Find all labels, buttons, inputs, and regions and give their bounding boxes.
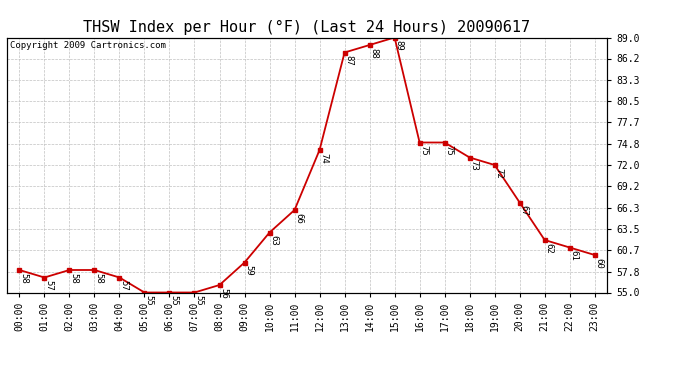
Text: 55: 55 xyxy=(169,295,178,306)
Text: 55: 55 xyxy=(194,295,203,306)
Text: 72: 72 xyxy=(494,168,503,178)
Text: 73: 73 xyxy=(469,160,478,171)
Text: 59: 59 xyxy=(244,265,253,276)
Text: 58: 58 xyxy=(19,273,28,284)
Text: 58: 58 xyxy=(94,273,103,284)
Text: 60: 60 xyxy=(594,258,603,268)
Text: 62: 62 xyxy=(544,243,553,254)
Text: 57: 57 xyxy=(44,280,53,291)
Text: 57: 57 xyxy=(119,280,128,291)
Text: 75: 75 xyxy=(420,145,428,156)
Text: 67: 67 xyxy=(520,205,529,216)
Text: 66: 66 xyxy=(294,213,303,223)
Text: 61: 61 xyxy=(569,250,578,261)
Text: Copyright 2009 Cartronics.com: Copyright 2009 Cartronics.com xyxy=(10,41,166,50)
Text: 63: 63 xyxy=(269,235,278,246)
Title: THSW Index per Hour (°F) (Last 24 Hours) 20090617: THSW Index per Hour (°F) (Last 24 Hours)… xyxy=(83,20,531,35)
Text: 87: 87 xyxy=(344,55,353,66)
Text: 55: 55 xyxy=(144,295,153,306)
Text: 75: 75 xyxy=(444,145,453,156)
Text: 88: 88 xyxy=(369,48,378,58)
Text: 56: 56 xyxy=(219,288,228,298)
Text: 58: 58 xyxy=(69,273,78,284)
Text: 89: 89 xyxy=(394,40,403,51)
Text: 74: 74 xyxy=(319,153,328,164)
